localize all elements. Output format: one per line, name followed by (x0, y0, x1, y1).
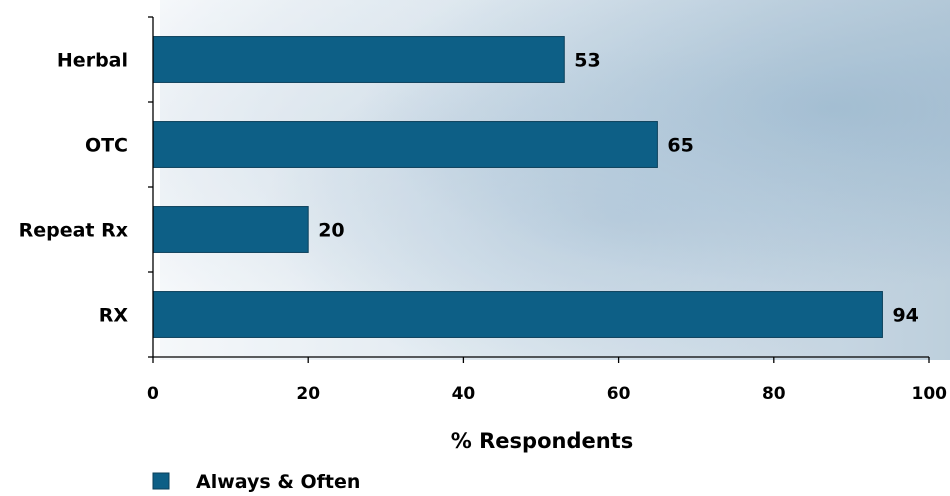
x-axis-title: % Respondents (451, 429, 633, 453)
category-label: Herbal (57, 50, 128, 72)
bar-herbal (152, 36, 565, 83)
bars-group: 53 65 20 94 (152, 36, 919, 338)
x-tick-label: 80 (762, 384, 786, 404)
x-axis: 0 20 40 60 80 100 (147, 356, 948, 404)
x-tick-label: 20 (296, 384, 320, 404)
x-tick-label: 0 (147, 384, 159, 404)
x-tick-label: 40 (452, 384, 476, 404)
category-label: OTC (85, 135, 128, 157)
x-tick-label: 60 (607, 384, 631, 404)
data-label: 20 (318, 220, 344, 242)
category-label: Repeat Rx (19, 220, 128, 242)
x-tick-label: 100 (912, 384, 948, 404)
bar-otc (152, 121, 658, 168)
category-label: RX (99, 305, 129, 327)
legend-swatch (152, 472, 170, 490)
data-label: 53 (574, 50, 600, 72)
data-label: 94 (892, 305, 918, 327)
legend: Always & Often (152, 471, 360, 493)
bar-repeat-rx (152, 206, 309, 253)
bar-rx (152, 291, 883, 338)
legend-label: Always & Often (196, 471, 360, 493)
y-axis: Herbal OTC Repeat Rx RX (19, 16, 154, 358)
data-label: 65 (667, 135, 693, 157)
